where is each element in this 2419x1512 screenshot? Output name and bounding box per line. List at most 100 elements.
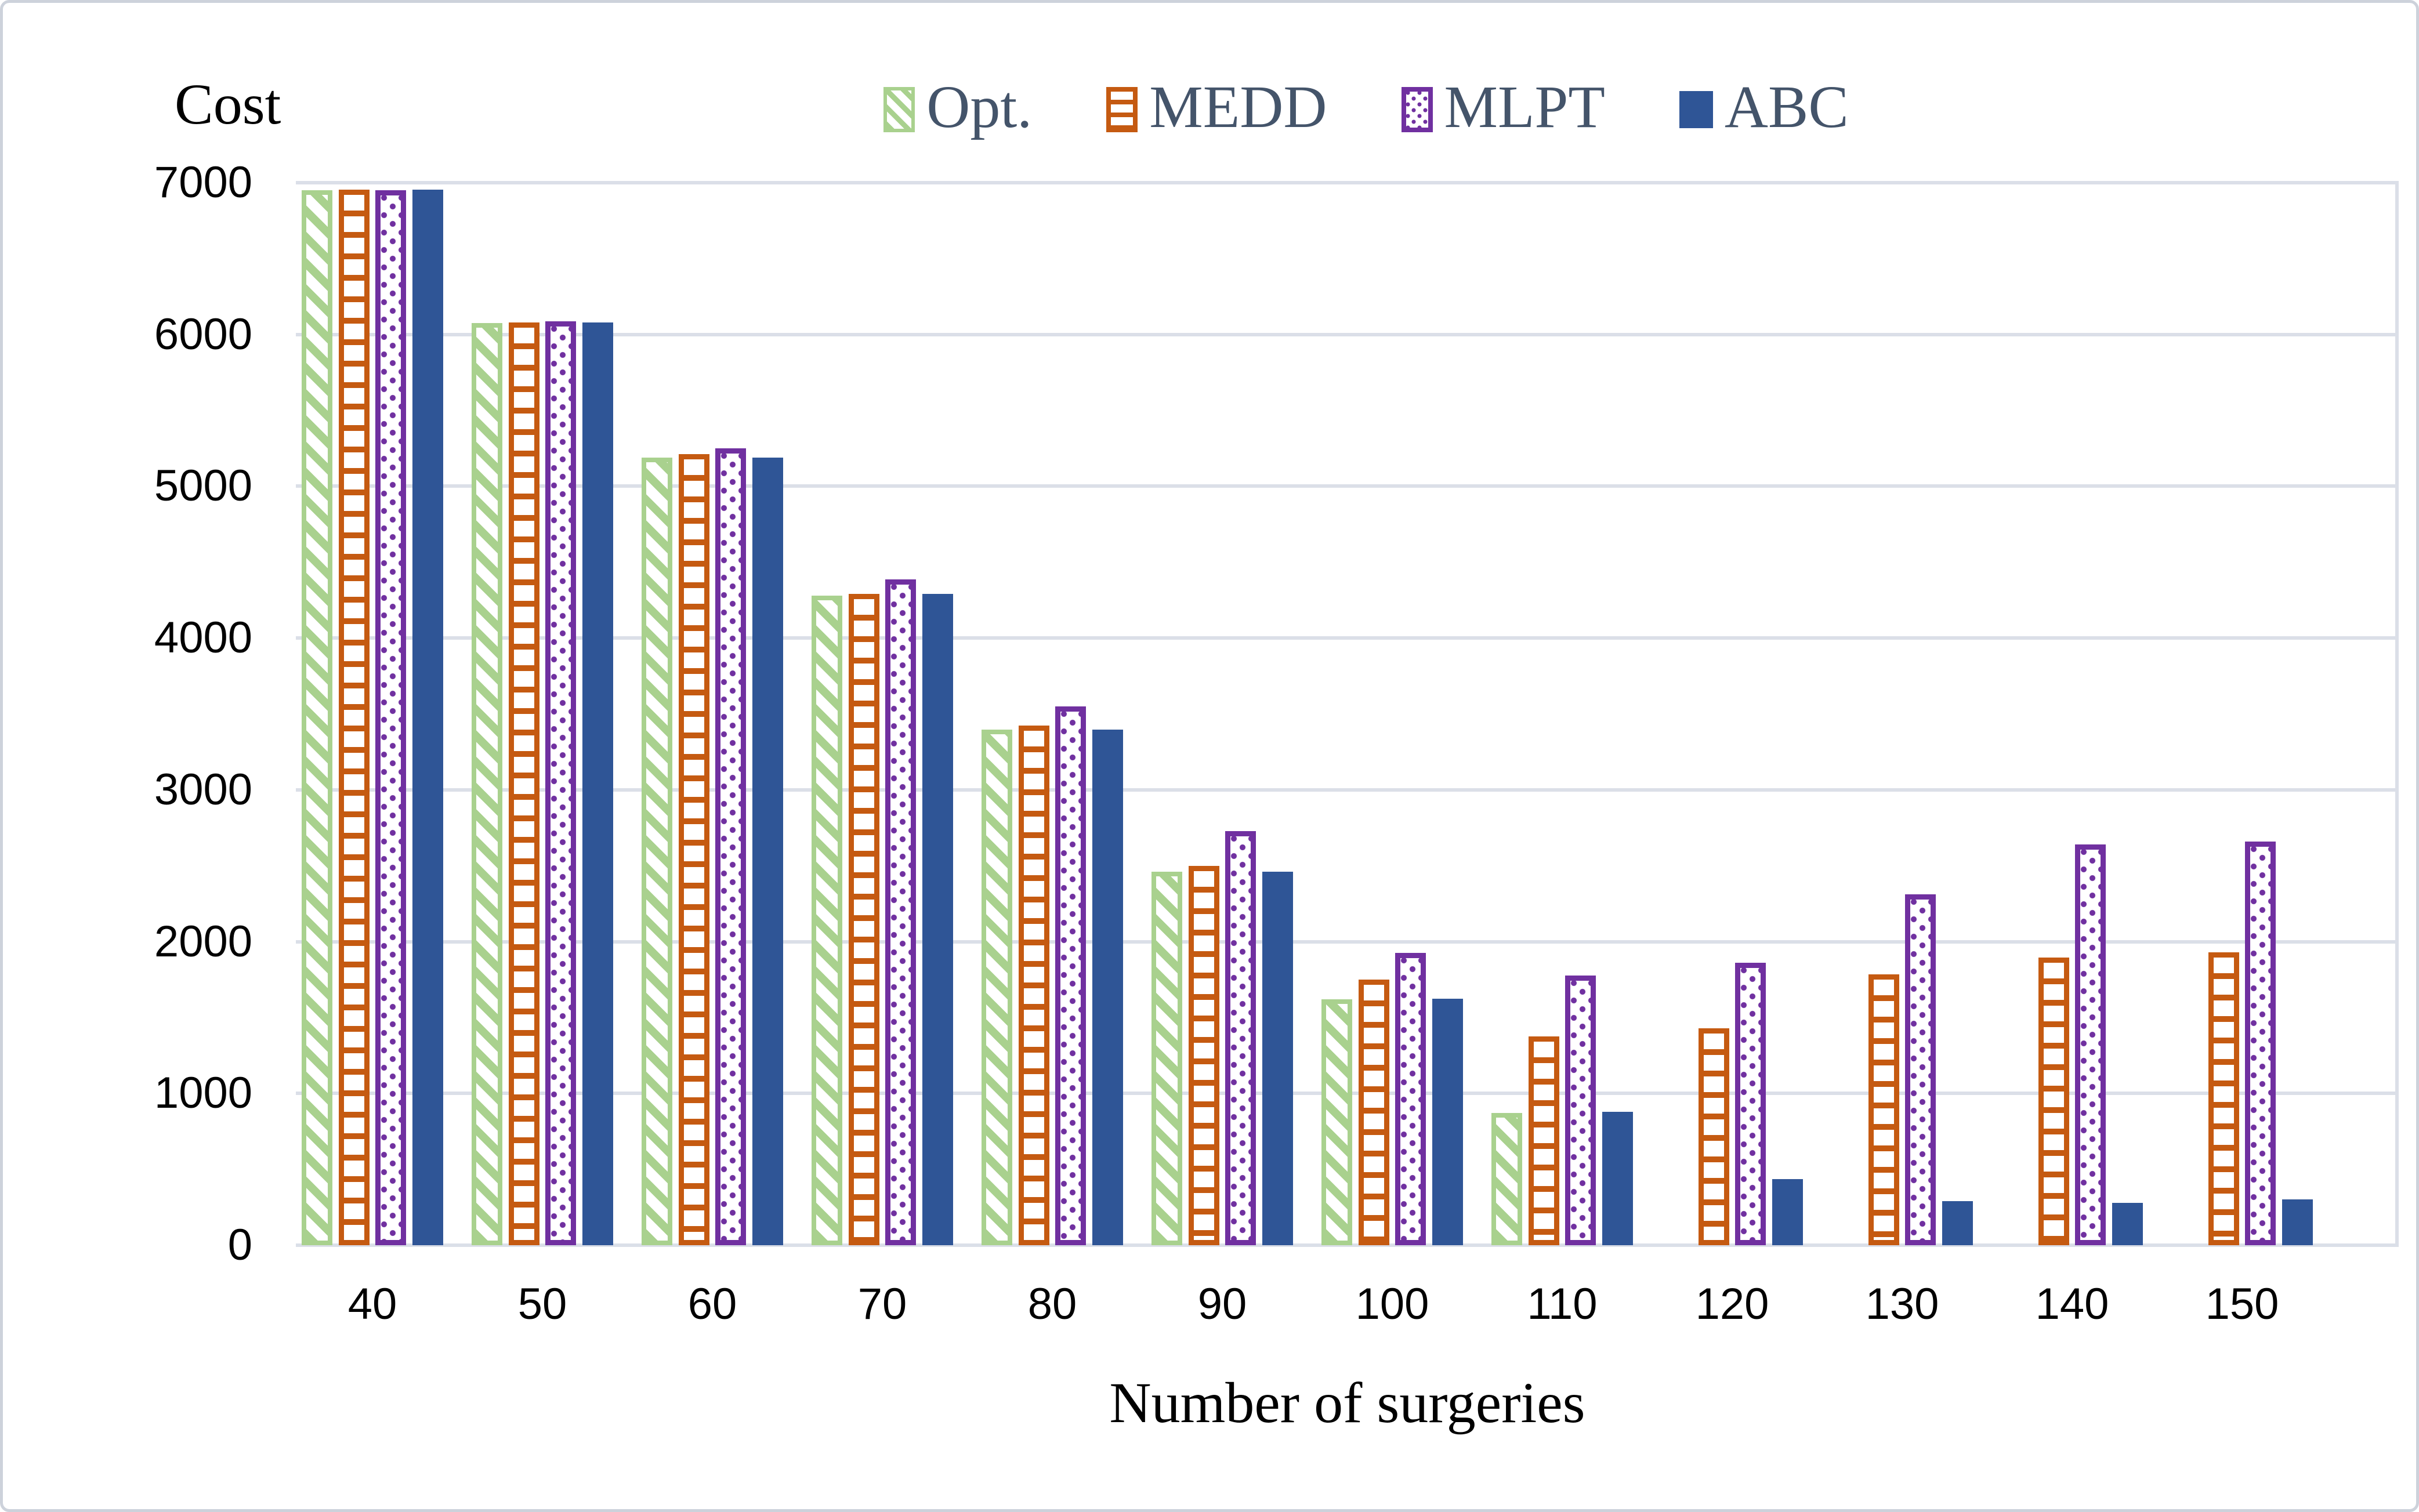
legend-item-opt: Opt. — [883, 77, 1032, 142]
legend-item-abc: ABC — [1679, 77, 1849, 142]
bar-group-140 — [2001, 183, 2143, 1245]
bar-mlpt-70 — [885, 579, 917, 1245]
bar-abc-120 — [1772, 1179, 1803, 1245]
gridline — [296, 788, 2399, 792]
bar-group-80 — [982, 183, 1123, 1245]
bar-group-40 — [302, 183, 443, 1245]
bar-group-70 — [812, 183, 953, 1245]
bar-mlpt-140 — [2075, 844, 2106, 1245]
gridline — [296, 484, 2399, 488]
legend: Opt. MEDD MLPT ABC — [310, 74, 2416, 142]
x-axis-tick-label: 150 — [2205, 1279, 2279, 1329]
x-axis-tick-label: 90 — [1197, 1279, 1247, 1329]
bar-medd-80 — [1018, 726, 1049, 1245]
x-axis-tick-label: 130 — [1865, 1279, 1939, 1329]
gridline — [296, 332, 2399, 336]
legend-label: Opt. — [926, 74, 1033, 140]
x-axis-tick-label: 40 — [347, 1279, 397, 1329]
bar-group-110 — [1491, 183, 1633, 1245]
y-axis-tick-label: 2000 — [154, 916, 252, 966]
bar-opt-40 — [302, 190, 332, 1245]
bar-abc-110 — [1602, 1112, 1633, 1245]
x-axis-tick-label: 100 — [1355, 1279, 1429, 1329]
bar-medd-60 — [678, 454, 709, 1245]
x-axis-tick-label: 120 — [1695, 1279, 1769, 1329]
gridline — [296, 181, 2399, 184]
y-axis-tick-label: 6000 — [154, 309, 252, 359]
mlpt-legend-swatch-icon — [1401, 87, 1433, 132]
bar-abc-70 — [922, 594, 953, 1245]
y-axis-tick-label: 7000 — [154, 158, 252, 207]
bar-group-120 — [1661, 183, 1803, 1245]
y-axis-title: Cost — [175, 72, 281, 136]
bar-abc-150 — [2282, 1199, 2313, 1245]
x-axis-tick-label: 140 — [2035, 1279, 2109, 1329]
plot-right-border — [2395, 183, 2399, 1245]
legend-item-medd: MEDD — [1106, 77, 1327, 142]
y-axis-tick-label: 0 — [227, 1220, 252, 1270]
bar-opt-50 — [472, 323, 502, 1245]
bar-medd-70 — [848, 594, 879, 1245]
bar-opt-110 — [1491, 1113, 1522, 1245]
gridline — [296, 940, 2399, 944]
bar-mlpt-150 — [2245, 842, 2276, 1245]
bar-medd-140 — [2038, 958, 2069, 1245]
bar-group-100 — [1321, 183, 1463, 1245]
y-axis-tick-label: 3000 — [154, 764, 252, 814]
bar-mlpt-100 — [1395, 953, 1426, 1245]
bar-medd-100 — [1358, 980, 1389, 1245]
bar-abc-40 — [412, 190, 443, 1245]
bar-mlpt-90 — [1225, 831, 1256, 1245]
bar-medd-110 — [1528, 1036, 1559, 1245]
bar-medd-130 — [1868, 974, 1899, 1245]
bar-opt-90 — [1151, 872, 1182, 1245]
bar-opt-100 — [1321, 999, 1352, 1245]
opt-legend-swatch-icon — [883, 87, 915, 132]
bar-medd-120 — [1698, 1028, 1729, 1245]
y-axis-tick-label: 1000 — [154, 1068, 252, 1118]
abc-legend-swatch-icon — [1679, 91, 1713, 128]
bar-mlpt-130 — [1905, 894, 1936, 1245]
x-axis-tick-label: 50 — [517, 1279, 567, 1329]
bar-mlpt-120 — [1735, 963, 1766, 1245]
bar-medd-90 — [1188, 866, 1219, 1245]
bar-abc-90 — [1262, 872, 1293, 1245]
bar-abc-60 — [752, 458, 783, 1245]
legend-item-mlpt: MLPT — [1401, 74, 1605, 142]
bar-medd-40 — [338, 190, 370, 1245]
gridline — [296, 636, 2399, 640]
bar-mlpt-60 — [715, 448, 747, 1245]
legend-label: ABC — [1724, 74, 1849, 140]
bar-opt-60 — [642, 458, 672, 1245]
legend-label: MEDD — [1149, 74, 1327, 140]
x-axis-tick-label: 70 — [857, 1279, 907, 1329]
bar-opt-80 — [982, 730, 1012, 1245]
bar-mlpt-80 — [1055, 706, 1087, 1245]
bar-medd-150 — [2208, 952, 2239, 1245]
x-axis-tick-label: 110 — [1527, 1279, 1598, 1329]
x-axis-tick-label: 60 — [687, 1279, 737, 1329]
bar-abc-50 — [582, 322, 613, 1245]
x-axis-title: Number of surgeries — [1109, 1370, 1585, 1435]
bar-abc-100 — [1432, 999, 1463, 1245]
bar-mlpt-50 — [545, 321, 577, 1245]
bar-group-150 — [2171, 183, 2313, 1245]
bar-group-130 — [1831, 183, 1973, 1245]
plot-area — [296, 181, 2399, 1247]
bar-medd-50 — [508, 322, 539, 1245]
bar-mlpt-110 — [1565, 976, 1596, 1245]
bar-abc-140 — [2112, 1203, 2143, 1245]
medd-legend-swatch-icon — [1106, 87, 1138, 132]
bar-group-90 — [1151, 183, 1293, 1245]
x-axis-tick-label: 80 — [1027, 1279, 1077, 1329]
bar-abc-80 — [1092, 730, 1123, 1245]
bar-group-60 — [642, 183, 783, 1245]
legend-label: MLPT — [1444, 74, 1605, 140]
bar-opt-70 — [812, 596, 842, 1245]
x-axis-baseline — [296, 1243, 2399, 1247]
bar-group-50 — [472, 183, 613, 1245]
bar-mlpt-40 — [375, 190, 407, 1245]
y-axis-tick-label: 4000 — [154, 613, 252, 663]
bar-abc-130 — [1942, 1201, 1973, 1245]
